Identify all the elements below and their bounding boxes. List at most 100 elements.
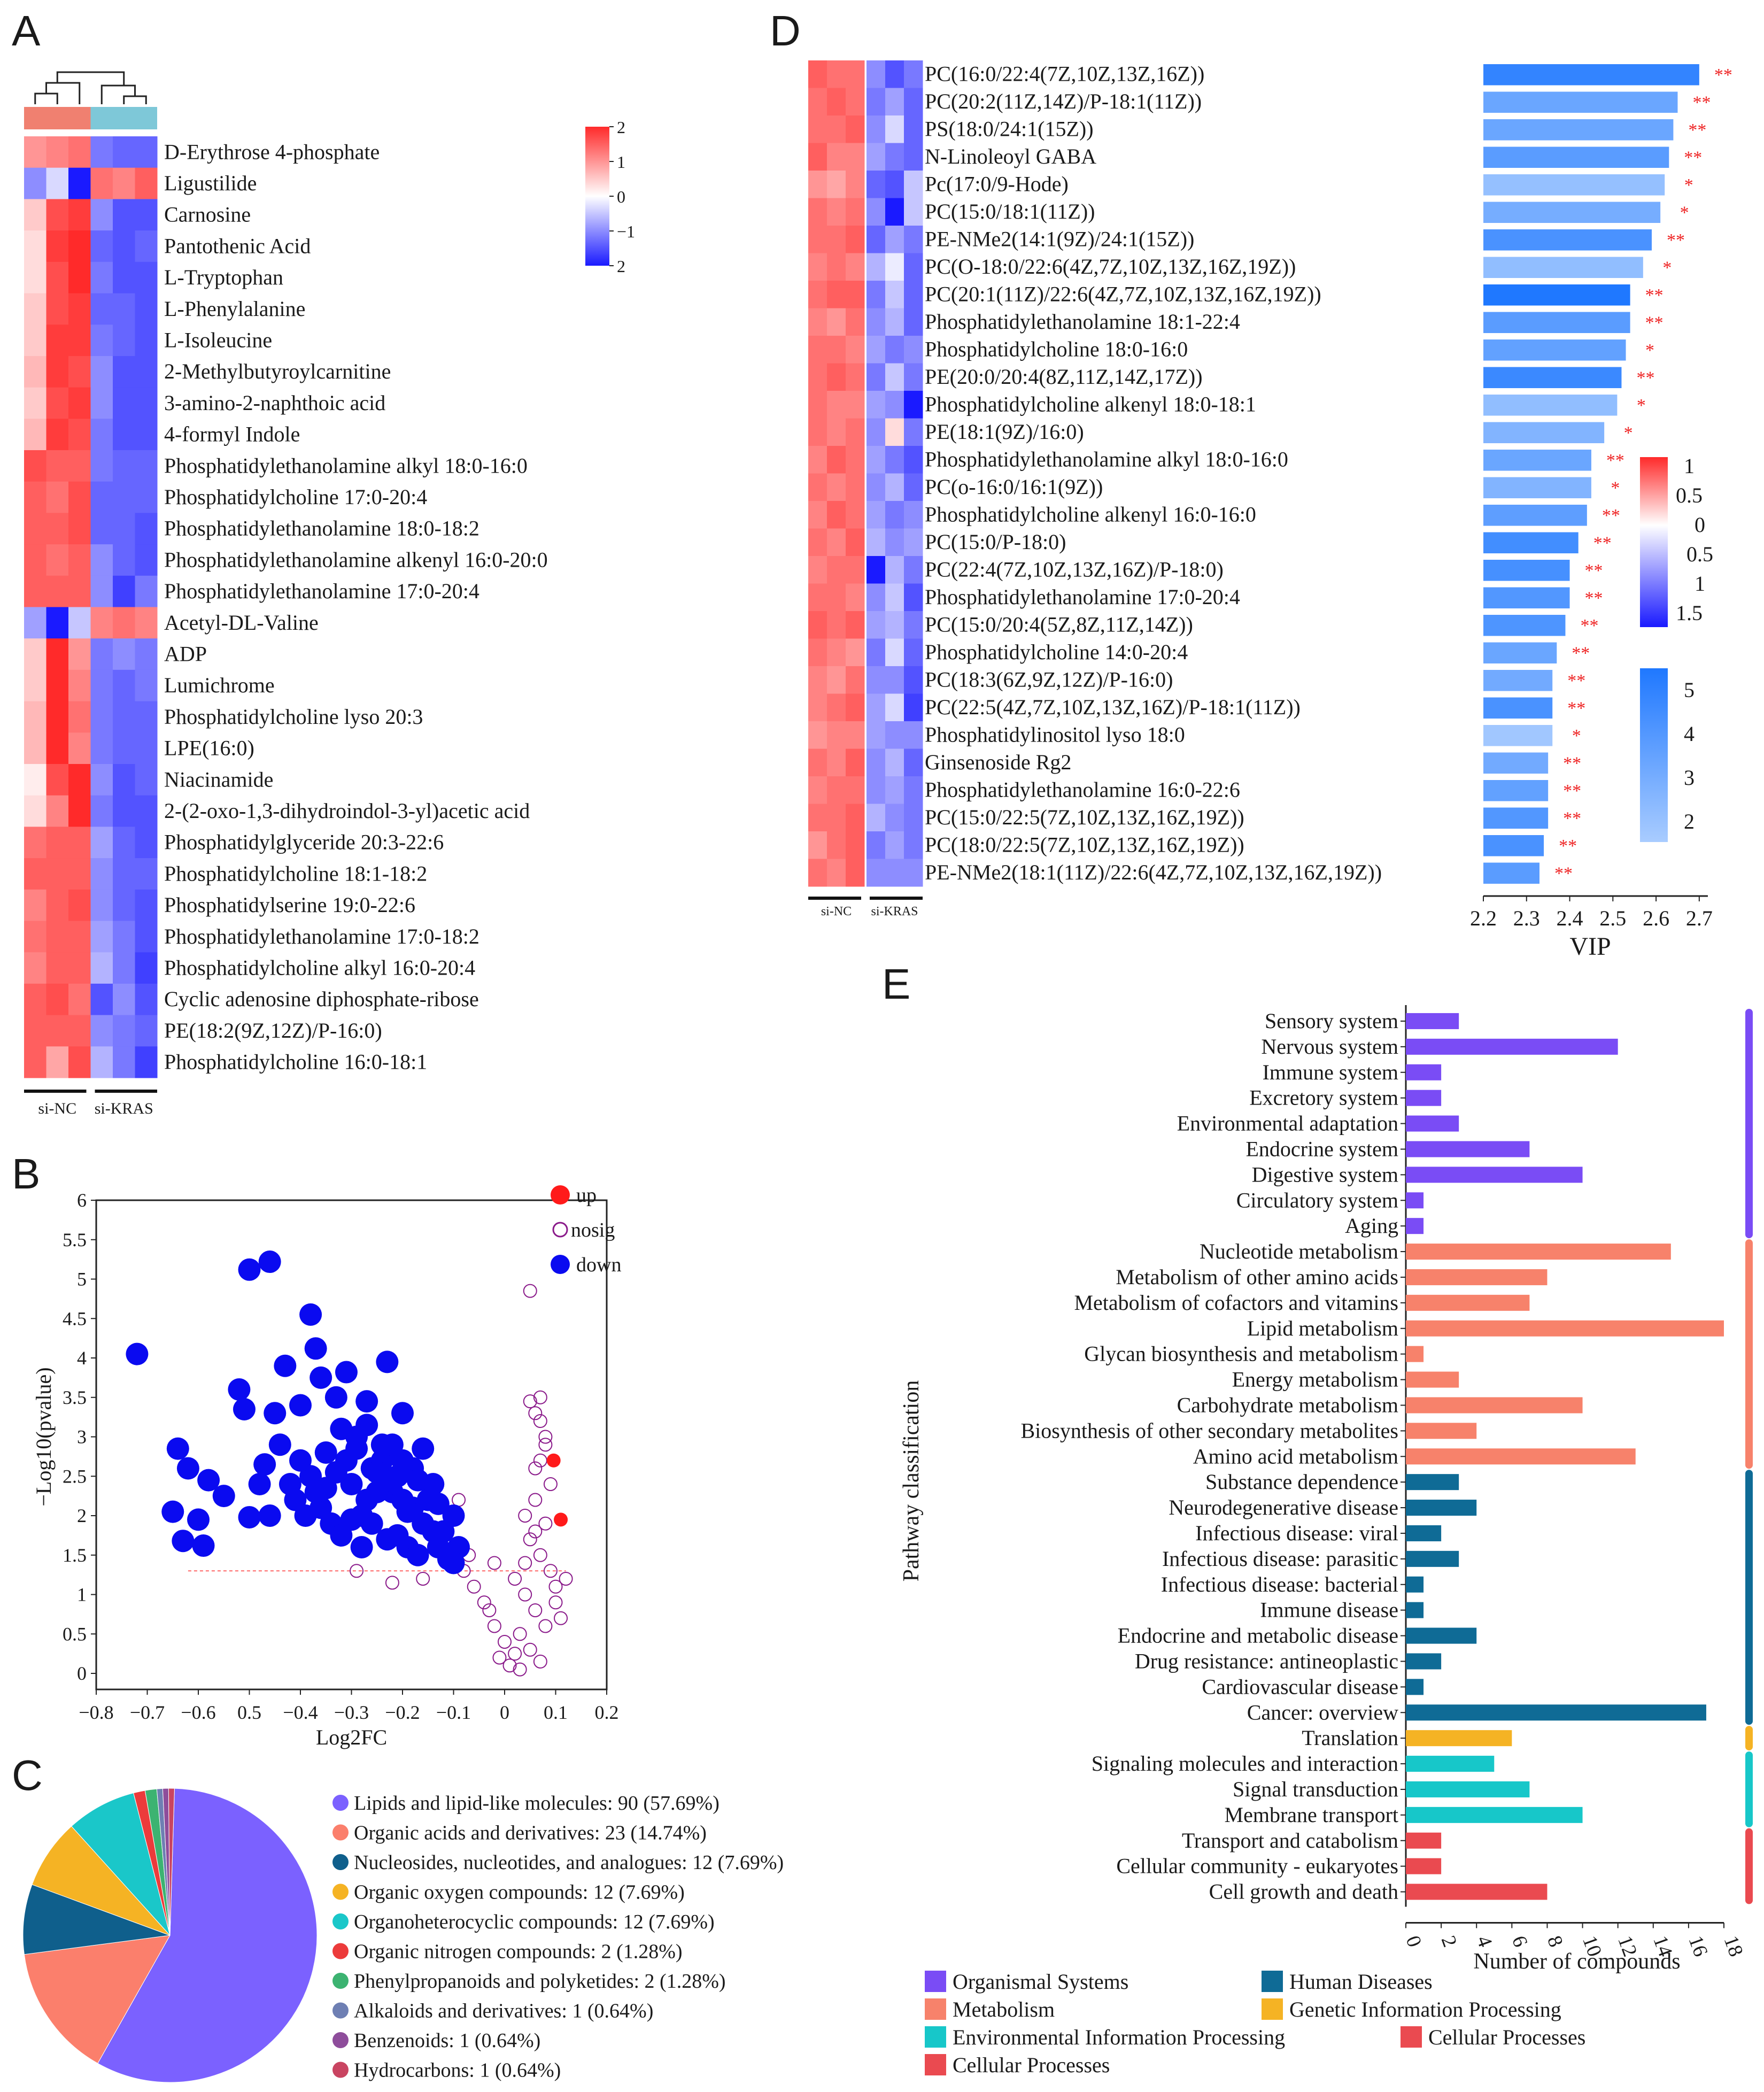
pathway-bar xyxy=(1406,1320,1724,1337)
nosig-point xyxy=(538,1430,553,1444)
heat-cell xyxy=(90,889,113,921)
vip-row-label: PE(20:0/20:4(8Z,11Z,14Z,17Z)) xyxy=(925,365,1203,389)
pathway-label: Excretory system xyxy=(1249,1086,1398,1110)
significance-stars: ** xyxy=(1567,671,1585,691)
legend-label: Cellular Processes xyxy=(1428,2025,1585,2049)
down-point xyxy=(264,1402,287,1425)
pathway-bar xyxy=(1406,1090,1442,1106)
down-point xyxy=(355,1390,378,1413)
significance-stars: ** xyxy=(1688,120,1706,140)
pathway-label: Endocrine and metabolic disease xyxy=(1118,1624,1398,1648)
pie-legend-label: Hydrocarbons: 1 (0.64%) xyxy=(354,2059,561,2082)
pathway-label: Metabolism of other amino acids xyxy=(1116,1265,1398,1289)
nosig-point xyxy=(487,1619,501,1633)
heat-cell xyxy=(113,795,135,827)
pathway-bar xyxy=(1406,1858,1442,1874)
row-label: L-Tryptophan xyxy=(164,265,283,289)
heat-cell xyxy=(46,513,69,545)
heat-cell xyxy=(90,952,113,984)
heat-cell xyxy=(904,721,923,749)
pathway-bar xyxy=(1406,1269,1548,1285)
significance-stars: * xyxy=(1645,341,1654,360)
y-axis-label: Pathway classification xyxy=(899,1380,924,1582)
vip-bar xyxy=(1483,780,1549,801)
heat-cell xyxy=(808,501,827,529)
heat-cell xyxy=(827,748,846,777)
row-label: Niacinamide xyxy=(164,767,273,791)
heat-cell xyxy=(866,831,886,859)
pie-legend-marker xyxy=(332,2002,349,2019)
down-point xyxy=(350,1536,373,1558)
heat-cell xyxy=(113,858,135,890)
heat-cell xyxy=(885,721,904,749)
nosig-point xyxy=(385,1576,399,1590)
heat-cell xyxy=(135,575,158,607)
pie-legend-marker xyxy=(332,2032,349,2048)
down-point xyxy=(268,1433,291,1456)
pathway-bar xyxy=(1406,1500,1477,1516)
heat-cell xyxy=(904,198,923,226)
row-label: Phosphatidylethanolamine 18:0-18:2 xyxy=(164,516,479,541)
heat-cell xyxy=(808,776,827,804)
pathway-bar xyxy=(1406,1653,1442,1670)
heat-cell xyxy=(46,544,69,576)
heat-cell xyxy=(846,391,865,419)
heat-cell xyxy=(866,391,886,419)
significance-stars: ** xyxy=(1684,148,1702,167)
pathway-label: Infectious disease: bacterial xyxy=(1161,1572,1398,1596)
vip-row-label: Phosphatidylcholine alkenyl 18:0-18:1 xyxy=(925,392,1256,416)
heat-cell xyxy=(866,198,886,226)
vip-row-label: PE-NMe2(18:1(11Z)/22:6(4Z,7Z,10Z,13Z,16Z… xyxy=(925,860,1382,884)
x-tick-label: 18 xyxy=(1720,1933,1747,1959)
pie-slice xyxy=(22,1884,171,1955)
legend-nosig-marker xyxy=(552,1222,568,1238)
heat-cell xyxy=(866,583,886,612)
nosig-point xyxy=(523,1394,537,1409)
heat-cell xyxy=(808,804,827,832)
row-label: Cyclic adenosine diphosphate-ribose xyxy=(164,987,479,1011)
heat-cell xyxy=(135,544,158,576)
heat-cell xyxy=(827,804,846,832)
significance-stars: * xyxy=(1680,203,1689,222)
heat-cell xyxy=(866,253,886,281)
down-point xyxy=(187,1508,210,1531)
heat-cell xyxy=(90,230,113,263)
heat-cell xyxy=(885,115,904,143)
heat-cell xyxy=(46,261,69,294)
heat-cell xyxy=(904,859,923,887)
vip-row-label: N-Linoleoyl GABA xyxy=(925,144,1096,168)
heat-cell xyxy=(24,167,47,199)
row-label: L-Phenylalanine xyxy=(164,297,305,321)
nosig-point xyxy=(492,1650,507,1665)
down-point xyxy=(406,1469,429,1492)
vip-row-label: Pc(17:0/9-Hode) xyxy=(925,172,1069,196)
pie-legend-marker xyxy=(332,1943,349,1959)
pie-slice xyxy=(97,1788,318,2083)
heat-cell xyxy=(827,418,846,446)
down-point xyxy=(274,1354,297,1377)
legend-tick-label: 1 xyxy=(617,152,625,172)
pathway-label: Cell growth and death xyxy=(1209,1880,1398,1904)
pathway-bar xyxy=(1406,1192,1424,1209)
heat-cell xyxy=(866,776,886,804)
heat-cell xyxy=(135,230,158,263)
y-tick-label: 0 xyxy=(77,1663,87,1684)
row-label: 4-formyl Indole xyxy=(164,422,300,446)
significance-stars: ** xyxy=(1554,863,1573,883)
legend-swatch xyxy=(925,2054,946,2075)
heat-cell xyxy=(808,721,827,749)
heat-cell xyxy=(68,387,91,419)
heat-cell xyxy=(90,921,113,953)
group-label-kras: si-KRAS xyxy=(871,905,918,918)
heat-cell xyxy=(885,88,904,116)
vip-bar xyxy=(1483,202,1661,223)
heat-cell xyxy=(885,171,904,198)
heat-cell xyxy=(904,831,923,859)
vip-row-label: PC(15:0/20:4(5Z,8Z,11Z,14Z)) xyxy=(925,613,1193,637)
pathway-label: Signal transduction xyxy=(1233,1777,1398,1801)
heat-legend-tick: 1 xyxy=(1695,572,1705,596)
pathway-bar xyxy=(1406,1704,1706,1721)
down-point xyxy=(386,1524,409,1547)
pie-legend-label: Benzenoids: 1 (0.64%) xyxy=(354,2029,540,2052)
down-point xyxy=(442,1504,465,1527)
